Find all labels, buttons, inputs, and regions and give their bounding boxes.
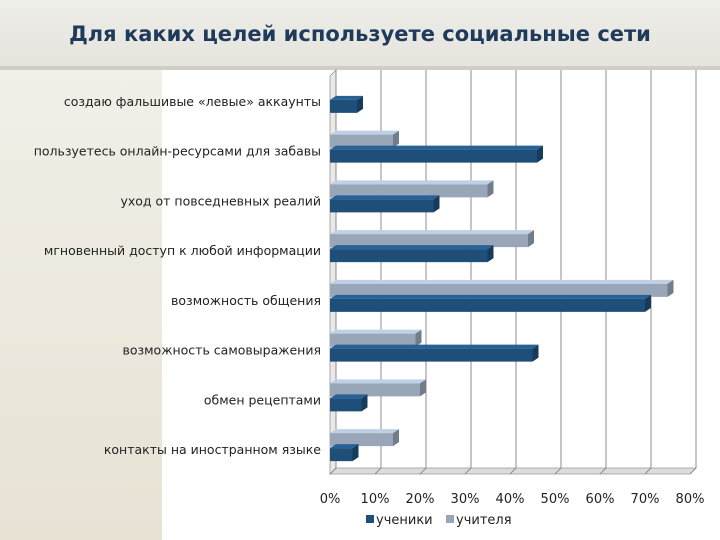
x-tick-label: 30% [451, 492, 480, 507]
x-tick-label: 70% [631, 492, 660, 507]
category-label: возможность общения [171, 293, 321, 308]
gridline-floor [599, 467, 607, 475]
bar-teachers [330, 130, 399, 148]
category-label: контакты на иностранном языке [104, 442, 321, 457]
x-tick-label: 80% [676, 492, 705, 507]
x-tick-label: 60% [586, 492, 615, 507]
bar-students [330, 294, 651, 312]
legend-swatch [446, 515, 454, 523]
bar-teachers [330, 279, 674, 297]
x-tick-label: 0% [320, 492, 341, 507]
bar-teachers [330, 230, 534, 248]
legend-item: учителя [446, 513, 512, 528]
bar-students [330, 245, 494, 263]
x-tick-label: 20% [406, 492, 435, 507]
bar-students [330, 145, 543, 163]
gridline-floor [374, 467, 382, 475]
bar-teachers [330, 180, 494, 198]
bars [330, 95, 674, 462]
bar-students [330, 195, 440, 213]
category-label: уход от повседневных реалий [120, 193, 321, 208]
header-band [0, 0, 720, 70]
header-divider [0, 66, 720, 70]
gridline-floor [329, 467, 337, 475]
legend-label: ученики [376, 513, 433, 528]
legend-swatch [366, 515, 374, 523]
bar-teachers [330, 379, 426, 397]
gridline-floor [554, 467, 562, 475]
gridline-floor [464, 467, 472, 475]
gridline-floor [419, 467, 427, 475]
gridlines [329, 70, 697, 475]
gridline-floor [689, 467, 697, 475]
x-tick-label: 40% [496, 492, 525, 507]
legend-item: ученики [366, 513, 433, 528]
gridline-floor [644, 467, 652, 475]
left-decor-panel [0, 70, 162, 540]
plot-background [329, 69, 697, 475]
category-label: создаю фальшивые «левые» аккаунты [64, 94, 321, 109]
bar-students [330, 344, 539, 362]
gridline-floor [509, 467, 517, 475]
bar-students [330, 95, 363, 113]
bar-students [330, 444, 359, 462]
x-tick-label: 50% [541, 492, 570, 507]
bar-teachers [330, 429, 399, 447]
x-tick-labels: 0% 10% 20% 30% 40% 50% 60% 70% 80% [320, 492, 705, 507]
bar-students [330, 394, 368, 412]
category-label: возможность самовыражения [122, 343, 321, 358]
category-labels: создаю фальшивые «левые» аккаунты пользуе… [34, 94, 322, 457]
category-label: мгновенный доступ к любой информации [44, 243, 321, 258]
legend-label: учителя [456, 513, 512, 528]
x-tick-label: 10% [361, 492, 390, 507]
category-label: обмен рецептами [204, 392, 321, 407]
legend: ученики учителя [366, 513, 512, 528]
category-label: пользуетесь онлайн-ресурсами для забавы [34, 144, 321, 159]
bar-teachers [330, 329, 422, 347]
plot-side-wall [329, 69, 337, 475]
slide-title: Для каких целей используете социальные с… [69, 22, 651, 46]
